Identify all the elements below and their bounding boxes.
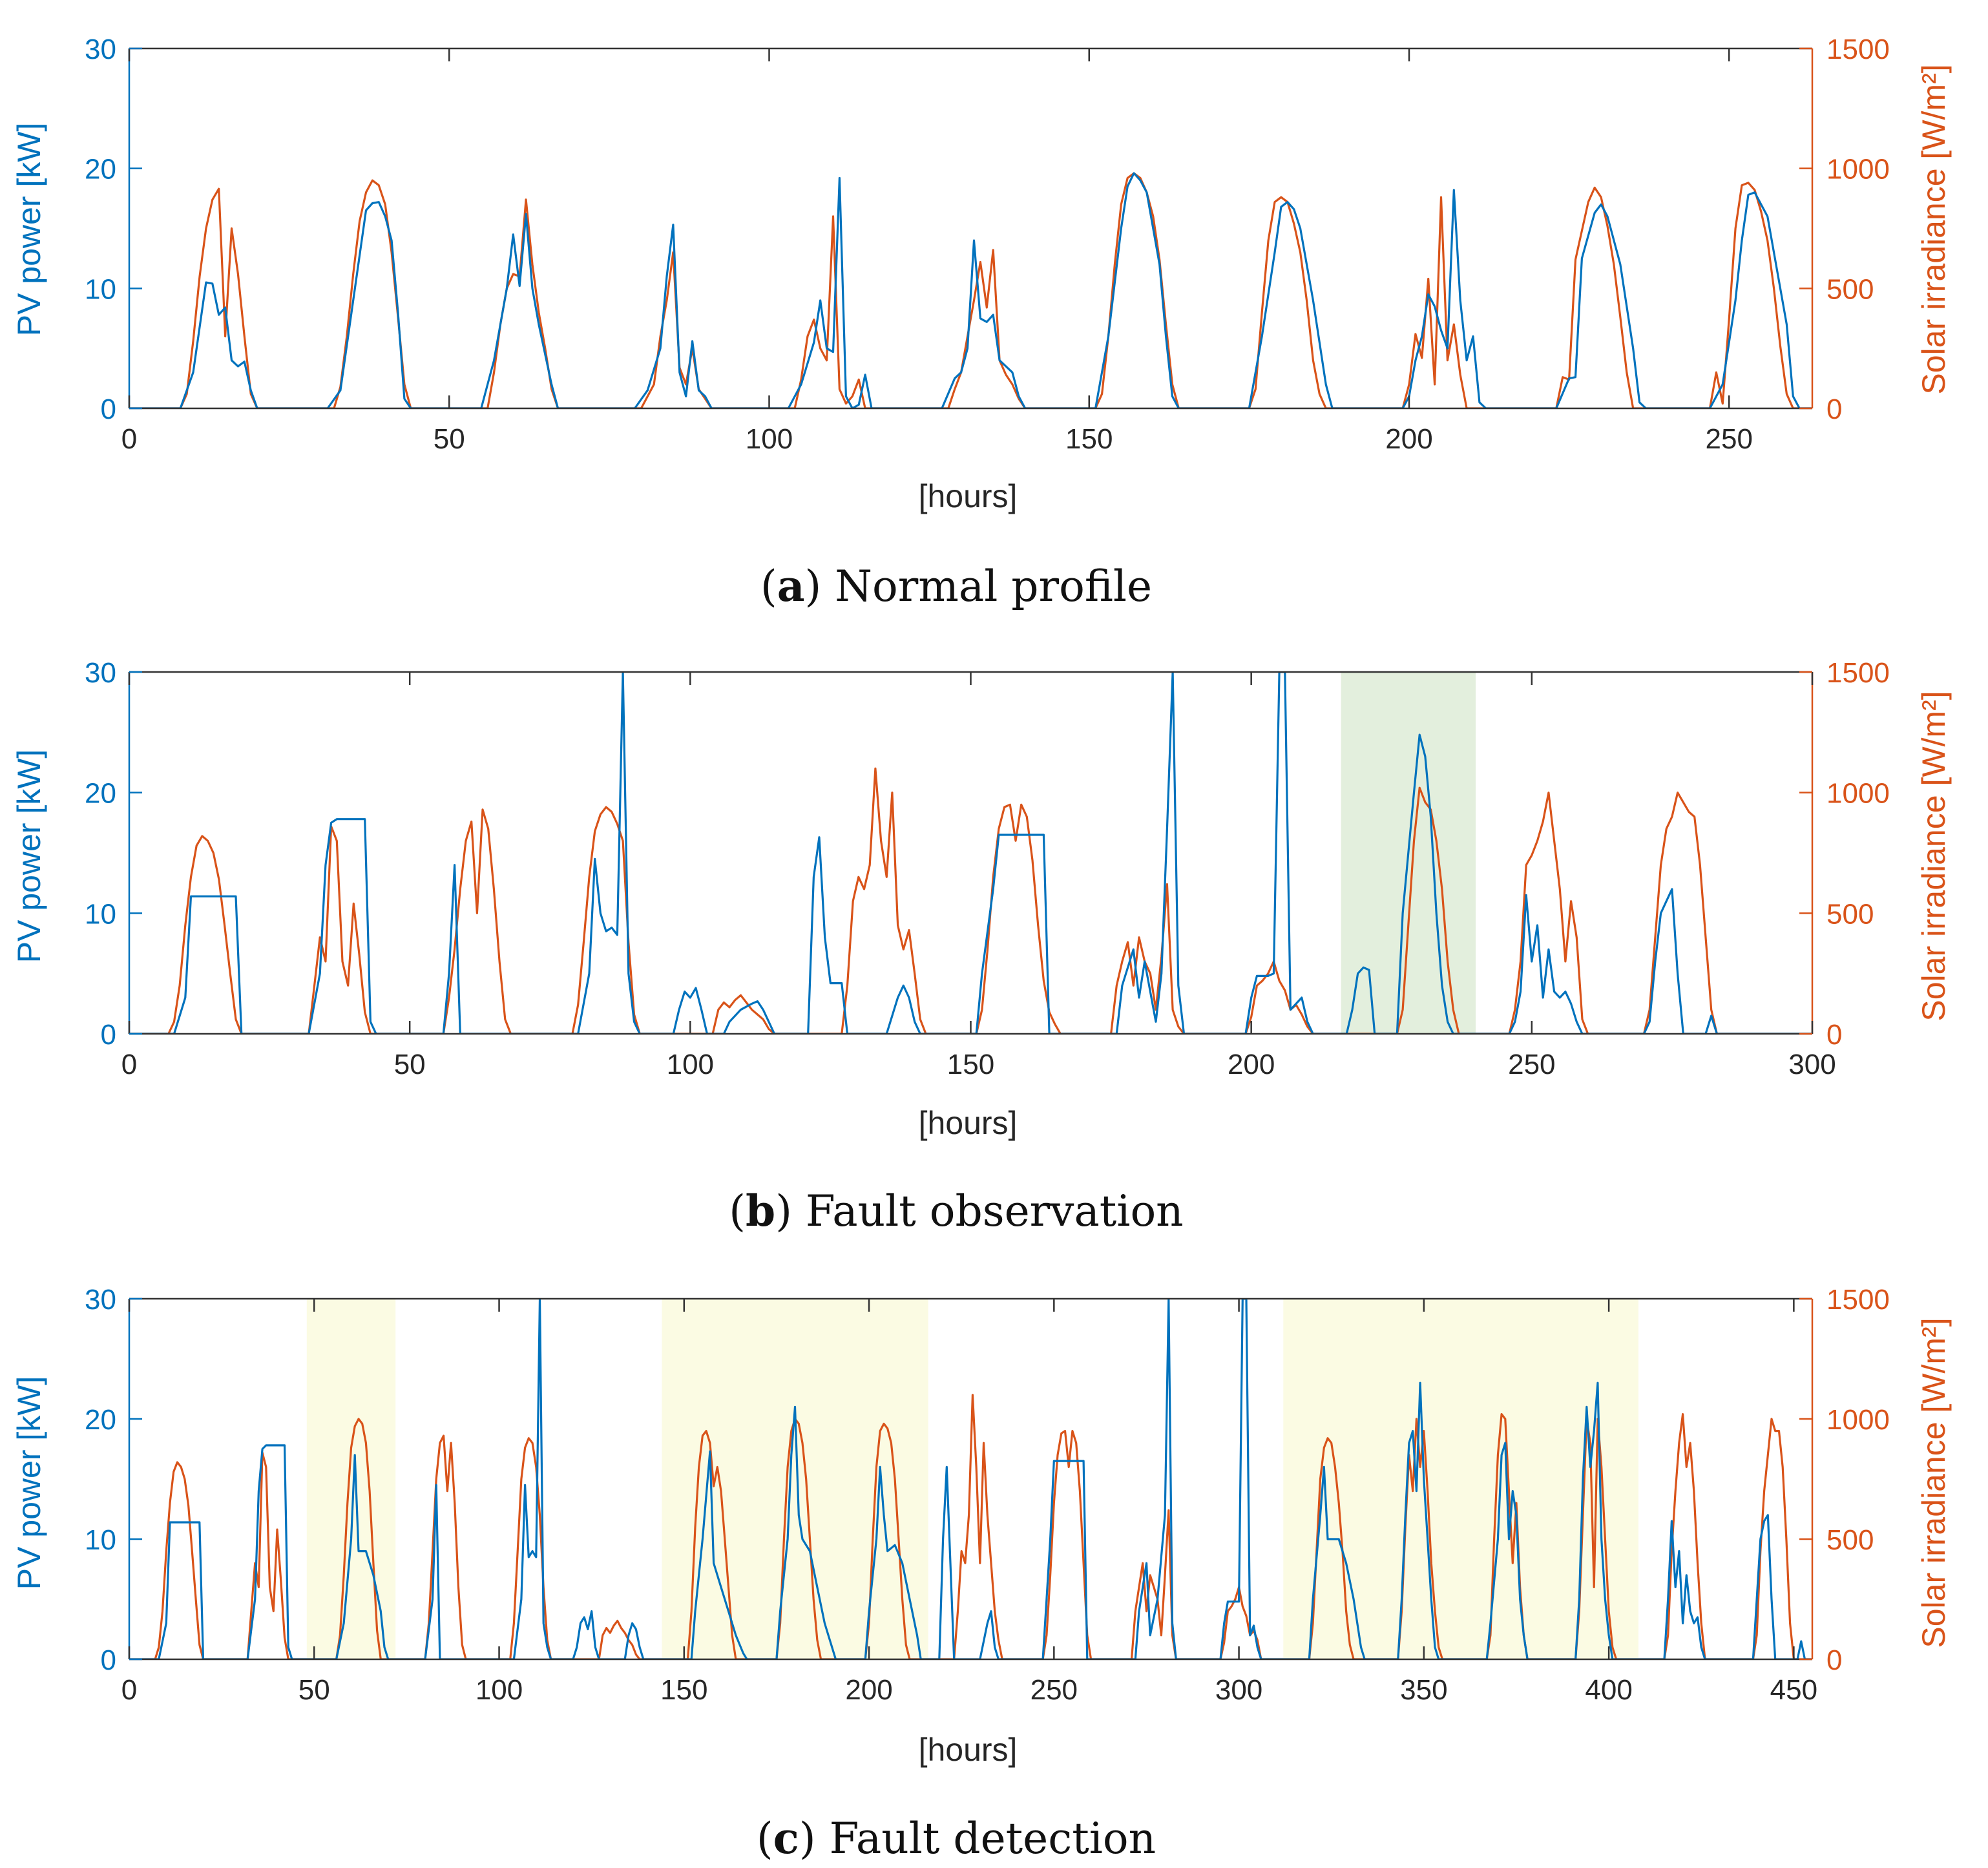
- panel-c-x-tick-label: 250: [1031, 1674, 1078, 1706]
- panel-b-x-tick-label: 150: [947, 1049, 994, 1080]
- panel-b-x-tick-label: 200: [1228, 1049, 1275, 1080]
- panel-c-right-tick-label: 1000: [1826, 1404, 1890, 1436]
- panel-a-right-tick-label: 1500: [1826, 34, 1890, 65]
- caption-text: ) Fault observation: [775, 1186, 1183, 1236]
- panel-a-left-tick-label: 20: [85, 154, 116, 185]
- panel-c-left-tick-label: 10: [85, 1524, 116, 1556]
- panel-a-x-tick-label: 250: [1706, 423, 1753, 455]
- panel-a-left-tick-label: 0: [101, 394, 116, 425]
- panel-b-xlabel: [hours]: [919, 1105, 1018, 1141]
- panel-c-highlight-band-0: [306, 1299, 396, 1659]
- panel-b-right-tick-label: 500: [1826, 898, 1874, 930]
- panel-b-right-tick-label: 0: [1826, 1019, 1842, 1051]
- panel-c-x-tick-label: 350: [1400, 1674, 1447, 1706]
- panel-a-xlabel: [hours]: [919, 478, 1018, 514]
- panel-c-right-tick-label: 500: [1826, 1524, 1874, 1556]
- panel-c-right-tick-label: 1500: [1826, 1284, 1890, 1316]
- panel-c: 0 50 100 150 200 250 300 350 400 4500102030050010…: [11, 1284, 1952, 1863]
- panel-a-pv-power-line: [129, 172, 1812, 408]
- panel-b-x-tick-label: 100: [667, 1049, 714, 1080]
- panel-c-x-tick-label: 400: [1585, 1674, 1632, 1706]
- panel-b-ylabel-left: PV power [kW]: [11, 750, 47, 963]
- panel-b-pv-power-line: [129, 672, 1812, 1034]
- panel-c-x-tick-label: 150: [660, 1674, 707, 1706]
- caption-letter: b: [746, 1186, 775, 1236]
- panel-a: 0 50 100 150 200 250 0 10 20 30 0 500 1000 1500 PV po…: [11, 34, 1952, 611]
- panel-c-left-tick-label: 30: [85, 1284, 116, 1316]
- caption-paren: (: [757, 1814, 773, 1863]
- panel-c-left-tick-label: 20: [85, 1404, 116, 1436]
- panel-c-x-tick-label: 100: [476, 1674, 523, 1706]
- panel-c-right-tick-label: 0: [1826, 1644, 1842, 1676]
- panel-a-right-tick-label: 1000: [1826, 154, 1890, 185]
- panel-b-irradiance-line: [129, 767, 1812, 1034]
- panel-b-x-tick-label: 50: [394, 1049, 426, 1080]
- panel-b-left-tick-label: 10: [85, 898, 116, 930]
- panel-a-right-tick-label: 500: [1826, 273, 1874, 305]
- panel-c-pv-power-line: [129, 1299, 1812, 1659]
- caption-letter: c: [773, 1813, 799, 1863]
- panel-c-left-tick-label: 0: [101, 1644, 116, 1676]
- panel-b-caption: (b) Fault observation: [729, 1186, 1183, 1236]
- panel-a-left-tick-label: 30: [85, 34, 116, 65]
- caption-paren: (: [760, 561, 777, 611]
- panel-a-left-tick-label: 10: [85, 273, 116, 305]
- panel-b-left-tick-label: 30: [85, 657, 116, 689]
- panel-c-x-tick-label: 200: [845, 1674, 892, 1706]
- panel-b-ylabel-right: Solar irradiance [W/m²]: [1916, 691, 1952, 1021]
- panel-a-x-tick-label: 150: [1065, 423, 1113, 455]
- panel-c-caption: (c) Fault detection: [757, 1813, 1156, 1863]
- panel-c-x-tick-label: 50: [298, 1674, 330, 1706]
- panel-b-right-tick-label: 1500: [1826, 657, 1890, 689]
- panel-a-right-tick-label: 0: [1826, 394, 1842, 425]
- panel-b-left-tick-label: 0: [101, 1019, 116, 1051]
- caption-text: ) Fault detection: [799, 1814, 1156, 1863]
- panel-b-right-tick-label: 1000: [1826, 778, 1890, 810]
- panel-a-ylabel-left: PV power [kW]: [11, 123, 47, 337]
- caption-text: ) Normal profile: [805, 561, 1153, 611]
- panel-c-xlabel: [hours]: [919, 1732, 1018, 1768]
- panel-c-highlight-band-1: [662, 1299, 928, 1659]
- panel-a-x-tick-label: 100: [746, 423, 793, 455]
- panel-c-ylabel-right: Solar irradiance [W/m²]: [1916, 1317, 1952, 1648]
- caption-paren: (: [729, 1186, 746, 1236]
- panel-b-x-tick-label: 300: [1788, 1049, 1836, 1080]
- panel-b-left-tick-label: 20: [85, 778, 116, 810]
- panel-c-ylabel-left: PV power [kW]: [11, 1376, 47, 1590]
- panel-c-x-tick-label: 450: [1770, 1674, 1817, 1706]
- panel-c-x-tick-label: 0: [121, 1674, 137, 1706]
- panel-b-x-tick-label: 250: [1508, 1049, 1555, 1080]
- caption-letter: a: [777, 561, 805, 611]
- panel-b-x-tick-label: 0: [121, 1049, 137, 1080]
- panel-a-x-tick-label: 200: [1385, 423, 1432, 455]
- panel-a-x-tick-label: 0: [121, 423, 137, 455]
- panel-c-x-tick-label: 300: [1215, 1674, 1262, 1706]
- panel-a-x-tick-label: 50: [434, 423, 465, 455]
- panel-a-ylabel-right: Solar irradiance [W/m²]: [1916, 64, 1952, 394]
- panel-a-caption: (a) Normal profile: [760, 561, 1152, 611]
